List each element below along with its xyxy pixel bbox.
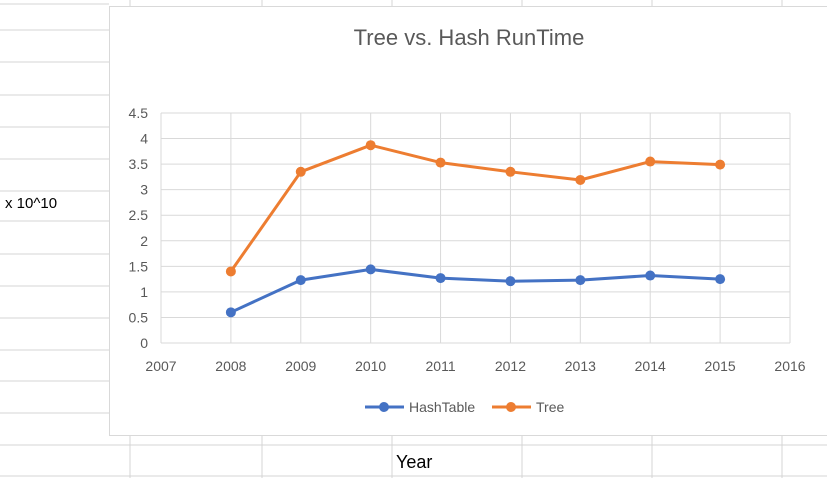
series-line-tree — [229, 143, 722, 273]
y-tick-label: 3 — [140, 182, 148, 198]
y-tick-label: 0 — [140, 335, 148, 351]
x-tick-label: 2016 — [774, 358, 805, 374]
data-point-tree — [365, 140, 376, 151]
data-point-tree — [645, 156, 656, 167]
data-point-tree — [575, 174, 586, 185]
y-tick-label: 3.5 — [129, 156, 149, 172]
data-point-hashtable — [715, 274, 726, 285]
y-tick-label: 4 — [140, 131, 148, 147]
y-tick-label: 4.5 — [129, 105, 149, 121]
data-point-hashtable — [505, 276, 516, 287]
y-tick-label: 2 — [140, 233, 148, 249]
x-tick-label: 2008 — [215, 358, 246, 374]
legend-label: HashTable — [409, 399, 475, 415]
x-tick-label: 2015 — [705, 358, 736, 374]
data-point-hashtable — [365, 264, 376, 275]
x-tick-label: 2014 — [635, 358, 666, 374]
data-point-hashtable — [435, 273, 446, 284]
data-point-hashtable — [575, 275, 586, 286]
x-axis-label-cell[interactable]: Year — [396, 452, 433, 472]
x-tick-label: 2007 — [145, 358, 176, 374]
chart-area — [109, 6, 827, 436]
legend-swatch-marker — [379, 402, 389, 412]
data-point-tree — [435, 157, 446, 168]
data-point-tree — [295, 166, 306, 177]
x-tick-label: 2009 — [285, 358, 316, 374]
x-tick-label: 2010 — [355, 358, 386, 374]
y-tick-label: 1 — [140, 284, 148, 300]
chart-title: Tree vs. Hash RunTime — [354, 25, 585, 50]
x-tick-label: 2012 — [495, 358, 526, 374]
data-point-hashtable — [225, 307, 236, 318]
data-point-hashtable — [295, 275, 306, 286]
y-tick-label: 0.5 — [129, 309, 149, 325]
data-point-tree — [715, 159, 726, 170]
data-point-hashtable — [645, 270, 656, 281]
y-tick-label: 2.5 — [129, 207, 149, 223]
x-tick-label: 2013 — [565, 358, 596, 374]
data-point-tree — [505, 166, 516, 177]
x-tick-label: 2011 — [426, 358, 456, 374]
legend-swatch-marker — [506, 402, 516, 412]
series-line-hashtable — [229, 267, 722, 314]
data-point-tree — [225, 266, 236, 277]
y-axis-unit-cell[interactable]: x 10^10 — [5, 195, 58, 212]
y-tick-label: 1.5 — [129, 258, 149, 274]
legend-label: Tree — [536, 399, 564, 415]
